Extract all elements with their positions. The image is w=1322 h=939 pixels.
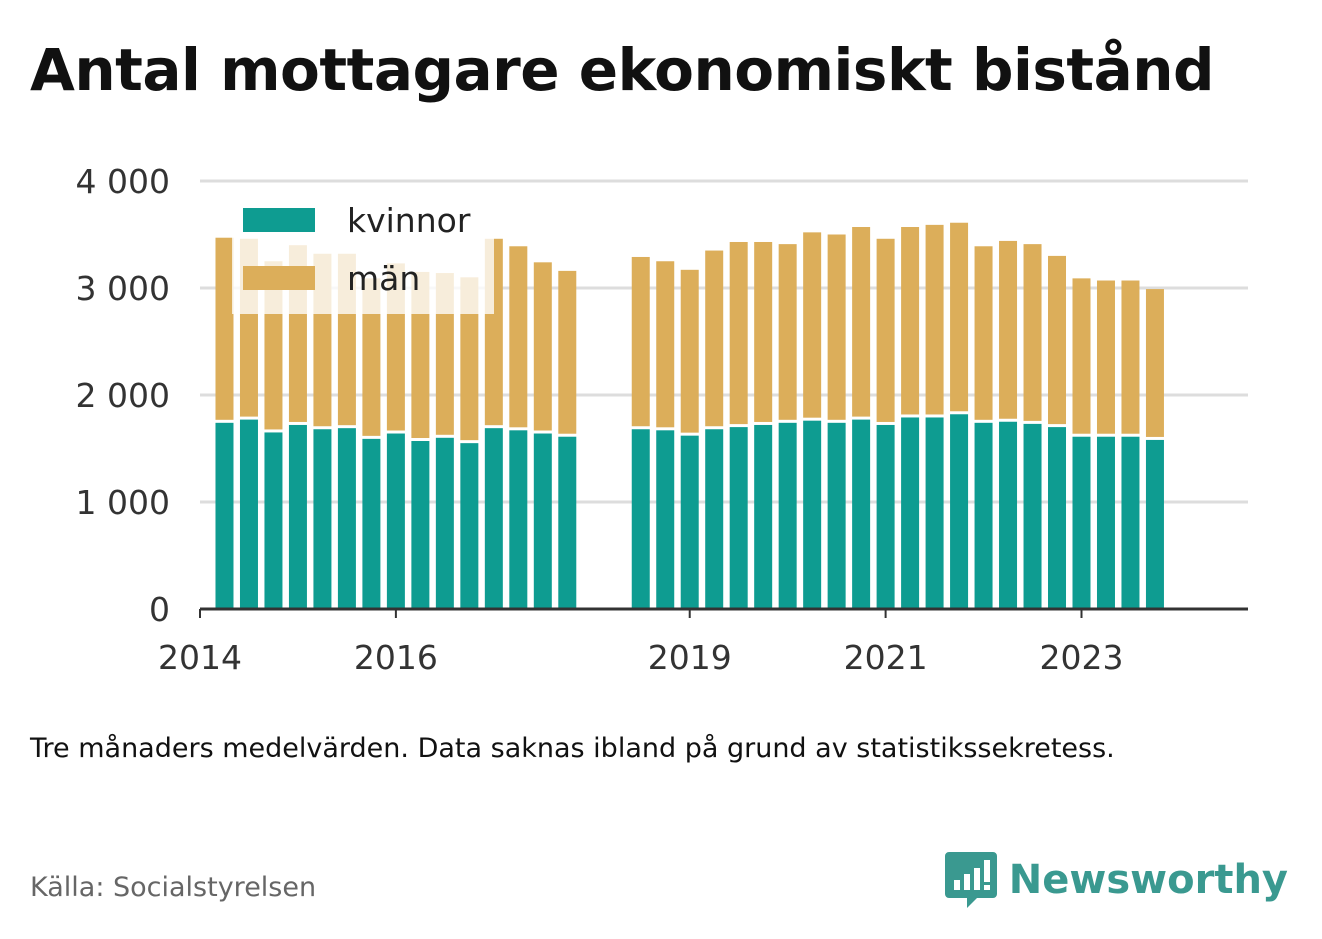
bar-man bbox=[631, 256, 650, 427]
y-tick-label: 2 000 bbox=[76, 376, 170, 415]
bar-kvinnor bbox=[974, 422, 993, 609]
bar-kvinnor bbox=[1072, 436, 1091, 609]
bar-kvinnor bbox=[435, 437, 454, 609]
x-tick-label: 2014 bbox=[158, 638, 242, 677]
bar-man bbox=[1072, 278, 1091, 434]
bar-kvinnor bbox=[852, 419, 871, 609]
bar-kvinnor bbox=[411, 441, 430, 609]
x-tick-label: 2019 bbox=[648, 638, 732, 677]
x-tick-label: 2021 bbox=[844, 638, 928, 677]
brand-name: Newsworthy bbox=[1008, 857, 1288, 903]
bar-kvinnor bbox=[362, 438, 381, 609]
bar-kvinnor bbox=[680, 435, 699, 609]
bar-kvinnor bbox=[656, 430, 675, 609]
bar-man bbox=[215, 237, 234, 420]
bar-kvinnor bbox=[925, 417, 944, 609]
bar-kvinnor bbox=[1023, 423, 1042, 609]
bar-kvinnor bbox=[901, 417, 920, 609]
bar-man bbox=[705, 250, 724, 427]
bar-man bbox=[950, 222, 969, 412]
bar-man bbox=[656, 261, 675, 428]
legend-label-kvinnor: kvinnor bbox=[347, 201, 471, 240]
bar-kvinnor bbox=[460, 443, 479, 609]
bar-kvinnor bbox=[337, 428, 356, 609]
bar-kvinnor bbox=[631, 429, 650, 609]
bar-man bbox=[974, 246, 993, 420]
x-axis bbox=[199, 607, 1248, 618]
bar-man bbox=[362, 278, 381, 436]
legend-swatch-kvinnor bbox=[243, 208, 315, 232]
bar-kvinnor bbox=[239, 419, 258, 609]
bar-kvinnor bbox=[313, 429, 332, 609]
bar-kvinnor bbox=[558, 436, 577, 609]
bar-kvinnor bbox=[754, 424, 773, 609]
y-tick-label: 3 000 bbox=[76, 269, 170, 308]
bar-kvinnor bbox=[999, 421, 1018, 609]
bar-kvinnor bbox=[1121, 436, 1140, 609]
bar-man bbox=[1121, 280, 1140, 434]
bar-chart-speech-bubble-icon bbox=[944, 852, 997, 908]
bar-man bbox=[1145, 289, 1164, 437]
bar-man bbox=[533, 262, 552, 431]
bar-kvinnor bbox=[533, 433, 552, 609]
legend: kvinnor män bbox=[232, 201, 494, 314]
bar-man bbox=[1048, 255, 1067, 425]
bar-man bbox=[754, 241, 773, 422]
bar-kvinnor bbox=[827, 422, 846, 609]
brand-logo[interactable]: Newsworthy bbox=[943, 850, 1288, 910]
bar-kvinnor bbox=[778, 422, 797, 609]
bar-kvinnor bbox=[386, 433, 405, 609]
bar-kvinnor bbox=[484, 428, 503, 609]
bar-man bbox=[778, 244, 797, 420]
bar-kvinnor bbox=[509, 430, 528, 609]
bar-kvinnor bbox=[1096, 436, 1115, 609]
bar-man bbox=[460, 277, 479, 441]
x-axis-ticks: 2014 2016 2019 2021 2023 bbox=[158, 638, 1123, 677]
bar-kvinnor bbox=[264, 432, 283, 609]
bar-kvinnor bbox=[950, 414, 969, 609]
bar-man bbox=[509, 246, 528, 428]
bar-man bbox=[729, 241, 748, 425]
bar-man bbox=[1096, 280, 1115, 434]
y-tick-label: 1 000 bbox=[76, 483, 170, 522]
bar-kvinnor bbox=[876, 424, 895, 609]
bar-kvinnor bbox=[288, 424, 307, 609]
bar-man bbox=[1023, 244, 1042, 421]
x-tick-label: 2023 bbox=[1040, 638, 1124, 677]
bar-man bbox=[558, 270, 577, 434]
bar-man bbox=[901, 227, 920, 415]
bar-kvinnor bbox=[215, 422, 234, 609]
bar-man bbox=[876, 238, 895, 422]
bar-man bbox=[680, 269, 699, 433]
source-credit: Källa: Socialstyrelsen bbox=[30, 872, 317, 903]
legend-label-man: män bbox=[347, 259, 420, 298]
chart-note: Tre månaders medelvärden. Data saknas ib… bbox=[30, 733, 1115, 764]
bar-man bbox=[999, 240, 1018, 419]
y-tick-label: 0 bbox=[149, 590, 170, 629]
bar-kvinnor bbox=[729, 427, 748, 609]
y-axis-ticks: 0 1 000 2 000 3 000 4 000 bbox=[76, 162, 170, 629]
bar-man bbox=[827, 234, 846, 420]
bar-kvinnor bbox=[1145, 439, 1164, 609]
bar-man bbox=[852, 227, 871, 417]
chart-title: Antal mottagare ekonomiskt bistånd bbox=[30, 36, 1215, 104]
x-tick-label: 2016 bbox=[354, 638, 438, 677]
legend-swatch-man bbox=[243, 266, 315, 290]
bar-kvinnor bbox=[1048, 427, 1067, 609]
bar-man bbox=[803, 232, 822, 418]
bar-kvinnor bbox=[705, 429, 724, 609]
bar-man bbox=[925, 224, 944, 415]
bar-kvinnor bbox=[803, 420, 822, 609]
y-tick-label: 4 000 bbox=[76, 162, 170, 201]
